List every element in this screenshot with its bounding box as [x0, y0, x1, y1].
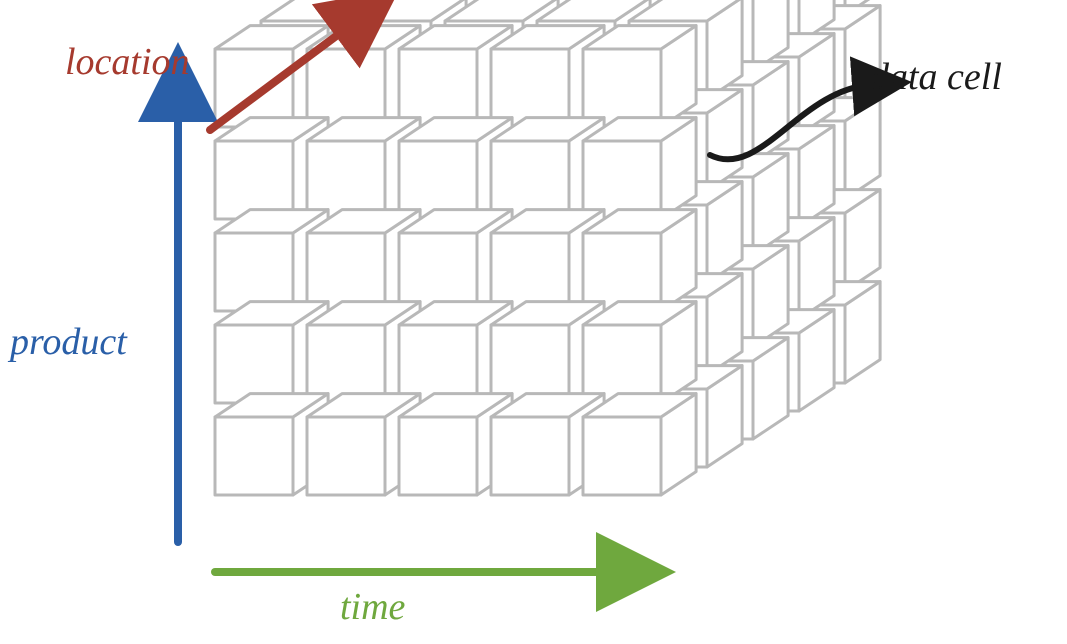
axis-label-time: time [340, 585, 405, 629]
grid-cube [583, 26, 696, 127]
grid-cube [583, 394, 696, 495]
callout-label: data cell [870, 55, 1002, 99]
grid-cube [583, 118, 696, 219]
grid-cube [583, 210, 696, 311]
axis-label-product: product [10, 320, 127, 364]
grid-cube [583, 302, 696, 403]
axis-label-location: location [65, 40, 190, 84]
